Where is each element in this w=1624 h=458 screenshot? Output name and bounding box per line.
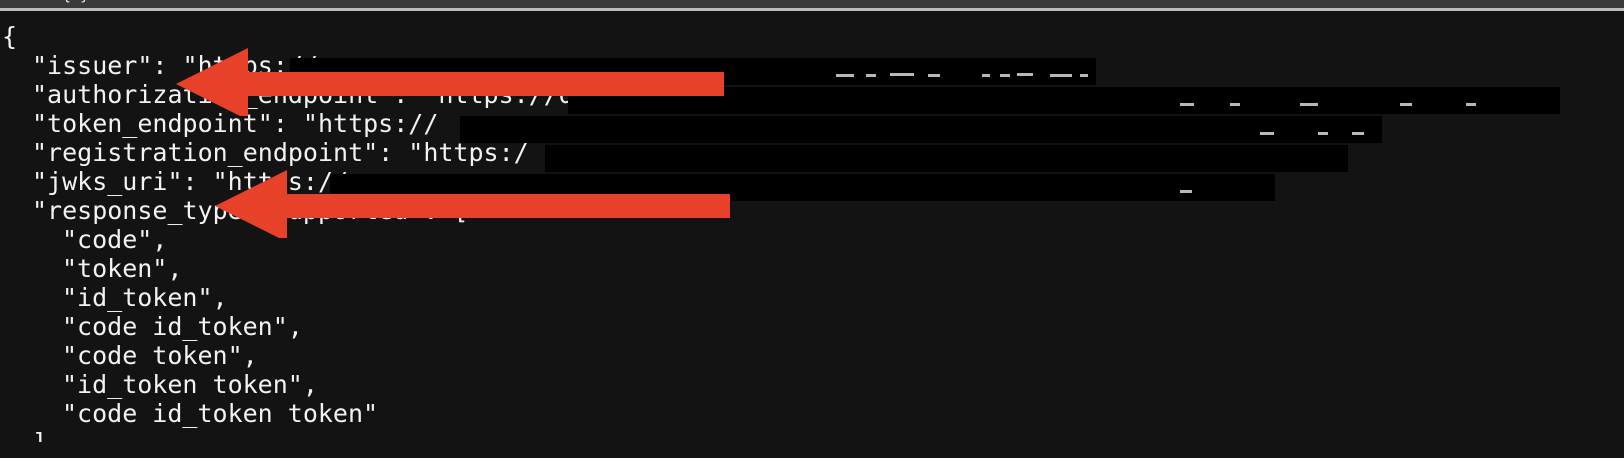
issuer-arrow-icon bbox=[176, 48, 724, 116]
issuer-arrow-annotation bbox=[176, 42, 724, 116]
code-line-close-bracket-clipped: ] bbox=[32, 428, 47, 442]
window-chrome-bar: { } bbox=[0, 0, 1624, 8]
ghost-text-issuer-i bbox=[1080, 74, 1088, 77]
ghost-text-issuer-c bbox=[890, 73, 914, 76]
code-line-registration-endpoint: "registration_endpoint": "https:/ bbox=[32, 138, 529, 167]
jwks-uri-arrow-annotation bbox=[215, 164, 730, 238]
ghost-text-auth-e bbox=[1466, 103, 1476, 106]
ghost-text-auth-c bbox=[1300, 103, 1318, 106]
ghost-text-auth-d bbox=[1400, 103, 1412, 106]
redaction-bar-registration-endpoint bbox=[545, 145, 1348, 172]
json-code-viewer[interactable]: { "issuer": "https:// "authorization_end… bbox=[0, 11, 1624, 458]
ghost-text-issuer-e bbox=[982, 74, 990, 77]
ghost-text-auth-b bbox=[1230, 103, 1240, 106]
ghost-text-token-b bbox=[1318, 132, 1328, 135]
ghost-text-issuer-f bbox=[1000, 74, 1010, 77]
code-line-value-code: "code", bbox=[62, 225, 168, 254]
code-line-value-code-id-token-token: "code id_token token" bbox=[62, 399, 379, 428]
ghost-text-jwks-a bbox=[1180, 190, 1192, 193]
redaction-bar-token-endpoint bbox=[460, 116, 1382, 143]
code-line-value-id-token-token: "id_token token", bbox=[62, 370, 318, 399]
code-line-value-id-token: "id_token", bbox=[62, 283, 228, 312]
ghost-text-issuer-b bbox=[866, 74, 876, 77]
ghost-text-token-a bbox=[1260, 132, 1274, 135]
code-line-open-brace: { bbox=[2, 22, 18, 51]
ghost-text-issuer-a bbox=[836, 74, 854, 77]
chrome-separator-line bbox=[0, 8, 1624, 11]
code-line-value-code-id-token: "code id_token", bbox=[62, 312, 303, 341]
code-line-token-endpoint: "token_endpoint": "https:// bbox=[32, 109, 439, 138]
code-line-value-token: "token", bbox=[62, 254, 183, 283]
ghost-text-auth-a bbox=[1180, 103, 1194, 106]
ghost-text-issuer-h bbox=[1050, 74, 1072, 77]
window-chrome-partial-text: { } bbox=[62, 0, 98, 4]
ghost-text-issuer-g bbox=[1017, 73, 1033, 76]
ghost-text-issuer-d bbox=[928, 74, 940, 77]
redaction-bar-authorization-endpoint bbox=[568, 87, 1560, 114]
jwks-uri-arrow-icon bbox=[215, 170, 730, 238]
code-line-value-code-token: "code token", bbox=[62, 341, 258, 370]
ghost-text-token-c bbox=[1352, 132, 1364, 135]
